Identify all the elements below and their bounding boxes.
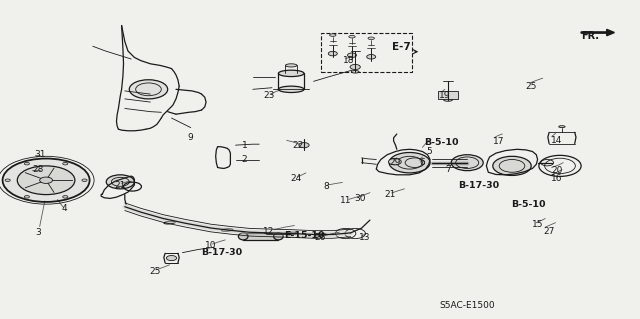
Text: 9: 9 — [188, 133, 193, 142]
Ellipse shape — [444, 98, 452, 101]
Text: 29: 29 — [389, 158, 401, 167]
Text: 25: 25 — [525, 82, 537, 91]
Circle shape — [451, 155, 483, 171]
Circle shape — [5, 179, 10, 182]
Bar — [243, 233, 278, 240]
Circle shape — [63, 162, 68, 165]
Circle shape — [24, 162, 29, 165]
Text: 2: 2 — [242, 155, 247, 164]
Ellipse shape — [285, 232, 297, 235]
Text: 31: 31 — [34, 150, 45, 159]
Circle shape — [40, 177, 52, 183]
Text: 13: 13 — [359, 233, 371, 242]
Text: 10: 10 — [205, 241, 217, 250]
Text: B-5-10: B-5-10 — [424, 138, 459, 147]
Ellipse shape — [273, 233, 283, 240]
Text: 25: 25 — [149, 267, 161, 276]
Circle shape — [3, 159, 90, 202]
Circle shape — [166, 256, 177, 261]
Circle shape — [388, 159, 401, 165]
Text: 23: 23 — [263, 91, 275, 100]
Text: 24: 24 — [291, 174, 302, 183]
Ellipse shape — [238, 233, 248, 240]
Text: 15: 15 — [532, 220, 543, 229]
Circle shape — [129, 80, 168, 99]
Text: 8: 8 — [324, 182, 329, 191]
Text: 21: 21 — [385, 190, 396, 199]
Text: 26: 26 — [314, 233, 326, 242]
Ellipse shape — [285, 64, 297, 67]
Circle shape — [17, 166, 75, 195]
Circle shape — [493, 156, 531, 175]
Circle shape — [63, 196, 68, 198]
Ellipse shape — [559, 126, 565, 128]
Text: 21: 21 — [115, 181, 126, 189]
Bar — [438, 91, 458, 99]
Ellipse shape — [278, 86, 304, 93]
Circle shape — [299, 143, 309, 148]
Ellipse shape — [351, 70, 359, 73]
Text: 3: 3 — [36, 228, 41, 237]
Circle shape — [24, 196, 29, 198]
Text: 20: 20 — [551, 166, 563, 175]
Circle shape — [443, 94, 453, 99]
Text: 6: 6 — [420, 158, 425, 167]
Text: B-17-30: B-17-30 — [201, 248, 242, 257]
Circle shape — [389, 152, 430, 173]
Text: 19: 19 — [439, 91, 451, 100]
Ellipse shape — [330, 34, 336, 36]
Text: 12: 12 — [263, 227, 275, 236]
Circle shape — [328, 51, 337, 56]
Text: FR.: FR. — [581, 31, 599, 41]
Text: 11: 11 — [340, 197, 351, 205]
Circle shape — [106, 175, 134, 189]
Ellipse shape — [221, 229, 233, 231]
Text: 7: 7 — [445, 165, 451, 174]
Text: 17: 17 — [493, 137, 505, 146]
Text: 27: 27 — [543, 227, 555, 236]
Ellipse shape — [314, 233, 326, 236]
Ellipse shape — [278, 70, 304, 77]
Text: E-7: E-7 — [392, 42, 411, 52]
Text: 28: 28 — [33, 165, 44, 174]
Ellipse shape — [368, 37, 374, 40]
Circle shape — [348, 53, 356, 57]
Text: 1: 1 — [242, 141, 247, 150]
Text: B-5-10: B-5-10 — [511, 200, 545, 209]
Ellipse shape — [349, 35, 355, 38]
Text: 18: 18 — [343, 56, 355, 65]
Bar — [321, 33, 412, 72]
Text: 4: 4 — [61, 204, 67, 213]
Text: 14: 14 — [551, 136, 563, 145]
Circle shape — [82, 179, 87, 182]
Text: 16: 16 — [551, 174, 563, 183]
Polygon shape — [581, 29, 614, 36]
Circle shape — [350, 64, 360, 70]
Text: 22: 22 — [292, 141, 303, 150]
Text: S5AC-E1500: S5AC-E1500 — [440, 301, 495, 310]
Text: B-17-30: B-17-30 — [458, 182, 499, 190]
Text: 30: 30 — [355, 194, 366, 203]
Ellipse shape — [164, 221, 175, 224]
Text: 5: 5 — [426, 147, 431, 156]
Text: E-15-10: E-15-10 — [284, 231, 325, 240]
Circle shape — [367, 55, 376, 59]
